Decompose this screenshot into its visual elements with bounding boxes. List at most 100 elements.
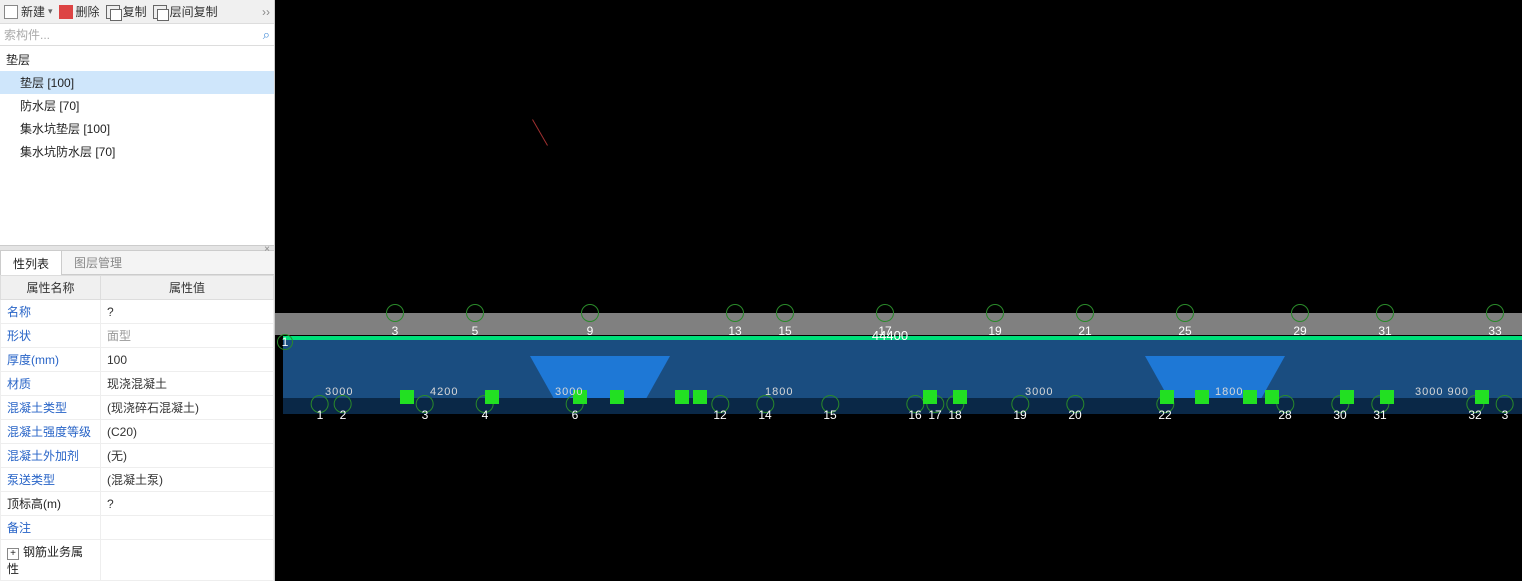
property-row-expandable[interactable]: +钢筋业务属性 xyxy=(1,540,274,581)
property-row[interactable]: 混凝土外加剂(无) xyxy=(1,444,274,468)
column-marker xyxy=(1340,390,1354,404)
dimension-label: 44400 xyxy=(872,328,908,343)
axis-marker-top: 5 xyxy=(466,304,484,338)
prop-value[interactable]: 面型 xyxy=(101,324,274,348)
column-marker xyxy=(610,390,624,404)
prop-name: 厚度(mm) xyxy=(1,348,101,372)
delete-icon xyxy=(59,5,73,19)
prop-value[interactable]: (无) xyxy=(101,444,274,468)
blue-fill xyxy=(283,340,1522,398)
axis-marker-top: 33 xyxy=(1486,304,1504,338)
col-name: 属性名称 xyxy=(1,276,101,300)
property-tabs: 性列表 图层管理 xyxy=(0,251,274,275)
dimension-text: 1800 xyxy=(1215,386,1243,398)
axis-marker-bottom: 12 xyxy=(713,398,726,412)
column-marker xyxy=(1160,390,1174,404)
prop-name: 泵送类型 xyxy=(1,468,101,492)
property-row[interactable]: 混凝土类型(现浇碎石混凝土) xyxy=(1,396,274,420)
close-icon[interactable]: × xyxy=(264,244,270,255)
property-row[interactable]: 材质现浇混凝土 xyxy=(1,372,274,396)
dimension-text: 1800 xyxy=(765,386,793,398)
axis-marker-top: 31 xyxy=(1376,304,1394,338)
column-marker xyxy=(693,390,707,404)
axis-marker-top: 25 xyxy=(1176,304,1194,338)
tree-header: 垫层 xyxy=(0,48,274,71)
delete-button[interactable]: 删除 xyxy=(59,3,100,20)
property-row[interactable]: 泵送类型(混凝土泵) xyxy=(1,468,274,492)
tree-item[interactable]: 防水层 [70] xyxy=(0,94,274,117)
dimension-text: 3000 xyxy=(555,386,583,398)
property-row[interactable]: 形状面型 xyxy=(1,324,274,348)
tree-item[interactable]: 垫层 [100] xyxy=(0,71,274,94)
axis-marker-bottom: 20 xyxy=(1068,398,1081,412)
prop-value[interactable]: (混凝土泵) xyxy=(101,468,274,492)
prop-value[interactable]: 100 xyxy=(101,348,274,372)
axis-marker-bottom: 3 xyxy=(422,398,429,412)
tree-item[interactable]: 集水坑垫层 [100] xyxy=(0,117,274,140)
copy-icon xyxy=(106,5,120,19)
column-marker xyxy=(1475,390,1489,404)
layer-copy-button[interactable]: 层间复制 xyxy=(153,3,218,20)
search-row: ⌕ xyxy=(0,24,274,46)
column-marker xyxy=(1380,390,1394,404)
property-row[interactable]: 厚度(mm)100 xyxy=(1,348,274,372)
column-marker xyxy=(1195,390,1209,404)
column-marker xyxy=(1265,390,1279,404)
property-row[interactable]: 混凝土强度等级(C20) xyxy=(1,420,274,444)
layer-copy-icon xyxy=(153,5,167,19)
panel-splitter[interactable]: × xyxy=(0,245,274,251)
prop-value[interactable]: (现浇碎石混凝土) xyxy=(101,396,274,420)
column-marker xyxy=(1243,390,1257,404)
prop-value[interactable]: ? xyxy=(101,300,274,324)
axis-marker-bottom: 19 xyxy=(1013,398,1026,412)
search-icon[interactable]: ⌕ xyxy=(263,27,270,43)
axis-marker-bottom: 3 xyxy=(1502,398,1509,412)
axis-marker-top: 13 xyxy=(726,304,744,338)
prop-name: 混凝土强度等级 xyxy=(1,420,101,444)
expand-icon[interactable]: + xyxy=(7,548,19,560)
red-mark xyxy=(532,119,548,145)
column-marker xyxy=(953,390,967,404)
col-value: 属性值 xyxy=(101,276,274,300)
axis-marker-bottom: 15 xyxy=(823,398,836,412)
new-icon xyxy=(4,5,18,19)
prop-value[interactable] xyxy=(101,516,274,540)
chevron-down-icon: ▾ xyxy=(48,6,53,17)
column-marker xyxy=(400,390,414,404)
dimension-text: 3000 xyxy=(325,386,353,398)
prop-value[interactable]: ? xyxy=(101,492,274,516)
drawing-canvas[interactable]: 1 35913151719212529313344400123461214151… xyxy=(275,0,1522,581)
new-button[interactable]: 新建 ▾ xyxy=(4,3,53,20)
dimension-text: 4200 xyxy=(430,386,458,398)
dimension-text: 3000 900 xyxy=(1415,386,1469,398)
prop-name: 材质 xyxy=(1,372,101,396)
tab-layers[interactable]: 图层管理 xyxy=(62,250,134,275)
prop-name: 形状 xyxy=(1,324,101,348)
axis-marker-bottom: 14 xyxy=(758,398,771,412)
search-input[interactable] xyxy=(4,28,263,42)
column-marker xyxy=(485,390,499,404)
tab-properties[interactable]: 性列表 xyxy=(0,250,62,277)
dimension-text: 3000 xyxy=(1025,386,1053,398)
prop-name: 名称 xyxy=(1,300,101,324)
property-row[interactable]: 名称? xyxy=(1,300,274,324)
axis-marker-top: 29 xyxy=(1291,304,1309,338)
prop-name: 顶标高(m) xyxy=(1,492,101,516)
axis-marker-bottom: 2 xyxy=(340,398,347,412)
prop-name: 混凝土外加剂 xyxy=(1,444,101,468)
prop-value[interactable]: (C20) xyxy=(101,420,274,444)
property-row[interactable]: 顶标高(m)? xyxy=(1,492,274,516)
tree-item[interactable]: 集水坑防水层 [70] xyxy=(0,140,274,163)
axis-marker-left: 1 xyxy=(277,334,293,352)
prop-name: 混凝土类型 xyxy=(1,396,101,420)
component-tree: 垫层 垫层 [100]防水层 [70]集水坑垫层 [100]集水坑防水层 [70… xyxy=(0,46,274,165)
prop-name: 备注 xyxy=(1,516,101,540)
axis-marker-bottom: 28 xyxy=(1278,398,1291,412)
copy-button[interactable]: 复制 xyxy=(106,3,147,20)
prop-value[interactable]: 现浇混凝土 xyxy=(101,372,274,396)
axis-marker-bottom: 16 xyxy=(908,398,921,412)
property-row[interactable]: 备注 xyxy=(1,516,274,540)
column-marker xyxy=(675,390,689,404)
more-icon[interactable]: ›› xyxy=(262,5,270,19)
axis-marker-top: 15 xyxy=(776,304,794,338)
